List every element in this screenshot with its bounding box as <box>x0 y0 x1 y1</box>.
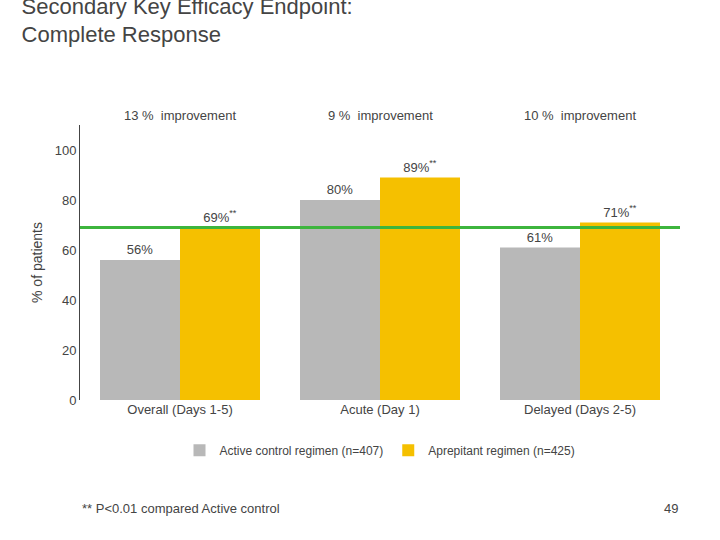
svg-text:Acute (Day 1): Acute (Day 1) <box>340 402 419 417</box>
svg-text:Secondary Key Efficacy Endpoin: Secondary Key Efficacy Endpoint:Complete… <box>22 0 353 47</box>
svg-text:56%: 56% <box>127 242 153 257</box>
svg-text:% of patients: % of patients <box>29 222 45 303</box>
svg-text:40: 40 <box>62 293 76 308</box>
svg-text:Overall (Days 1-5): Overall (Days 1-5) <box>127 402 232 417</box>
svg-text:69%​**​: 69%​**​ <box>203 208 237 224</box>
svg-text:80: 80 <box>62 193 76 208</box>
svg-text:0: 0 <box>69 393 76 408</box>
svg-text:89%​**​: 89%​**​ <box>403 158 437 174</box>
svg-text:Aprepitant regimen (n=425): Aprepitant regimen (n=425) <box>428 444 574 458</box>
svg-text:13 % improvement: 13 % improvement <box>124 108 236 123</box>
svg-text:49: 49 <box>664 501 678 516</box>
svg-text:71%​**​: 71%​**​ <box>603 203 637 219</box>
svg-text:80%: 80% <box>327 182 353 197</box>
svg-text:100: 100 <box>55 143 77 158</box>
svg-text:9 % improvement: 9 % improvement <box>328 108 433 123</box>
svg-text:Active control regimen (n=407): Active control regimen (n=407) <box>220 444 384 458</box>
svg-text:** P<0.01 compared Active cont: ** P<0.01 compared Active control <box>82 501 280 516</box>
svg-text:10 % improvement: 10 % improvement <box>524 108 636 123</box>
svg-text:20: 20 <box>62 343 76 358</box>
svg-text:60: 60 <box>62 243 76 258</box>
svg-text:61%: 61% <box>527 230 553 245</box>
svg-text:Delayed (Days 2-5): Delayed (Days 2-5) <box>524 402 636 417</box>
